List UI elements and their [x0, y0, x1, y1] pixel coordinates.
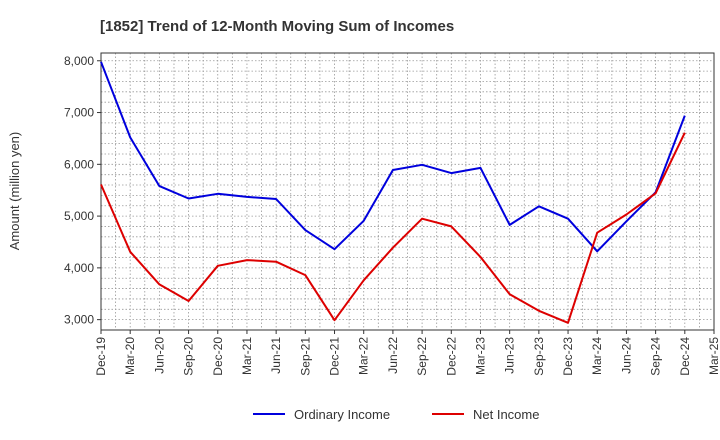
x-tick-label: Sep-22: [415, 337, 429, 376]
y-tick-label: 4,000: [64, 261, 94, 275]
x-tick-label: Jun-22: [386, 337, 400, 374]
y-axis: 3,000 4,000 5,000 6,000 7,000 8,000: [64, 54, 101, 327]
chart-title: [1852] Trend of 12-Month Moving Sum of I…: [100, 18, 454, 35]
y-tick-label: 6,000: [64, 157, 94, 171]
x-axis: Dec-19 Mar-20 Jun-20 Sep-20 Dec-20 Mar-21 Jun-…: [94, 330, 720, 376]
x-tick-label: Mar-22: [357, 337, 371, 375]
series-lines: [100, 61, 686, 324]
x-tick-label: Dec-24: [678, 337, 692, 376]
x-tick-label: Jun-21: [269, 337, 283, 374]
series-line-net-income: [100, 132, 686, 324]
x-tick-label: Dec-22: [444, 337, 458, 376]
x-tick-label: Dec-19: [94, 337, 108, 376]
series-line-ordinary-income: [100, 61, 686, 253]
x-tick-label: Mar-23: [473, 337, 487, 375]
x-tick-label: Sep-21: [298, 337, 312, 376]
y-tick-label: 7,000: [64, 106, 94, 120]
y-axis-label: Amount (million yen): [7, 132, 22, 251]
x-tick-label: Dec-20: [211, 337, 225, 376]
x-tick-label: Mar-21: [240, 337, 254, 375]
x-tick-label: Dec-21: [328, 337, 342, 376]
legend-label: Net Income: [473, 407, 539, 422]
x-tick-label: Jun-20: [152, 337, 166, 374]
x-tick-label: Sep-23: [532, 337, 546, 376]
x-tick-label: Jun-24: [619, 337, 633, 374]
x-tick-label: Sep-24: [649, 337, 663, 376]
y-tick-label: 5,000: [64, 209, 94, 223]
x-tick-label: Mar-20: [123, 337, 137, 375]
legend-label: Ordinary Income: [294, 407, 390, 422]
y-tick-label: 8,000: [64, 54, 94, 68]
legend: Ordinary Income Net Income: [253, 407, 539, 422]
x-tick-label: Sep-20: [182, 337, 196, 376]
plot-frame: [100, 52, 715, 331]
grid-lines: [101, 53, 714, 331]
x-tick-label: Mar-24: [590, 337, 604, 375]
x-tick-label: Jun-23: [503, 337, 517, 374]
y-tick-label: 3,000: [64, 313, 94, 327]
x-tick-label: Mar-25: [707, 337, 720, 375]
x-tick-label: Dec-23: [561, 337, 575, 376]
